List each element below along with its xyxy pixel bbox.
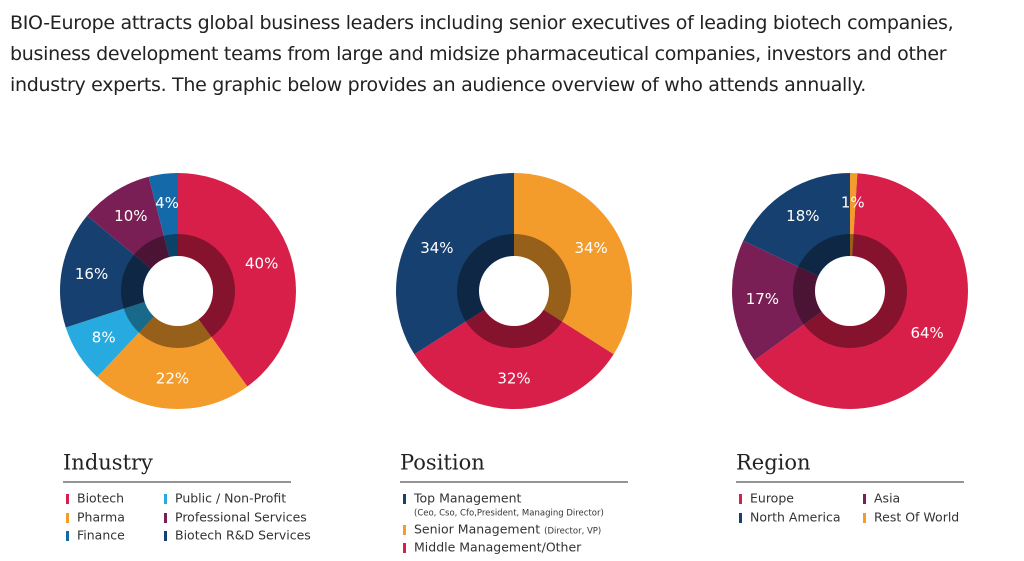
legend-title: Industry <box>63 451 153 475</box>
donut-hole <box>815 256 885 326</box>
inner-ring <box>457 234 571 348</box>
pie-slice <box>65 291 178 378</box>
donut-hole <box>143 256 213 326</box>
value-label: 1% <box>841 194 865 212</box>
legend-title: Position <box>400 451 485 475</box>
legend-swatch <box>863 513 866 523</box>
legend-swatch <box>66 494 69 504</box>
legend-swatch <box>403 525 406 535</box>
legend-label: Finance <box>77 528 125 543</box>
value-label: 17% <box>746 290 779 308</box>
value-label: 64% <box>910 324 943 342</box>
legend-title: Region <box>736 451 811 475</box>
legend-swatch <box>164 513 167 523</box>
legend-swatch <box>739 513 742 523</box>
legend-note: (Director, VP) <box>544 527 601 537</box>
pie-slice <box>178 173 297 387</box>
legend-swatch <box>66 531 69 541</box>
legend-label: Top Management <box>413 491 522 506</box>
pie-slice <box>732 240 850 361</box>
legend-label: Professional Services <box>175 510 307 525</box>
value-label: 34% <box>574 239 607 257</box>
legend-label: Senior Management <box>414 522 540 537</box>
value-label: 32% <box>497 370 530 388</box>
legend-swatch <box>164 531 167 541</box>
value-label: 10% <box>114 207 147 225</box>
legend-label: Rest Of World <box>874 510 959 525</box>
legend-label: Biotech R&D Services <box>175 528 311 543</box>
pie-slice <box>87 176 178 291</box>
inner-ring <box>121 234 235 348</box>
legend-swatch <box>164 494 167 504</box>
legend-label: Public / Non-Profit <box>175 491 286 506</box>
legend-swatch <box>403 543 406 553</box>
inner-ring <box>793 234 907 348</box>
pie-slice <box>743 173 850 291</box>
pie-slice <box>97 291 248 409</box>
value-label: 22% <box>156 369 189 387</box>
legend-label: Middle Management/Other <box>414 540 582 555</box>
legend-swatch <box>403 494 406 504</box>
value-label: 40% <box>245 254 278 272</box>
legend-label: Europe <box>750 491 794 506</box>
legend-note: (Ceo, Cso, Cfo,President, Managing Direc… <box>414 509 604 519</box>
legend-swatch <box>66 513 69 523</box>
legend-label: Pharma <box>77 510 125 525</box>
value-label: 4% <box>155 194 179 212</box>
intro-text: BIO-Europe attracts global business lead… <box>10 12 954 96</box>
donut-hole <box>479 256 549 326</box>
value-label: 18% <box>786 207 819 225</box>
legend-swatch <box>863 494 866 504</box>
legend-swatch <box>739 494 742 504</box>
pie-slice <box>414 291 614 410</box>
legend-label: Asia <box>874 491 900 506</box>
legend-label: North America <box>750 510 841 525</box>
legend-label: Biotech <box>77 491 124 506</box>
value-label: 34% <box>420 239 453 257</box>
value-label: 8% <box>92 329 116 347</box>
value-label: 16% <box>75 265 108 283</box>
